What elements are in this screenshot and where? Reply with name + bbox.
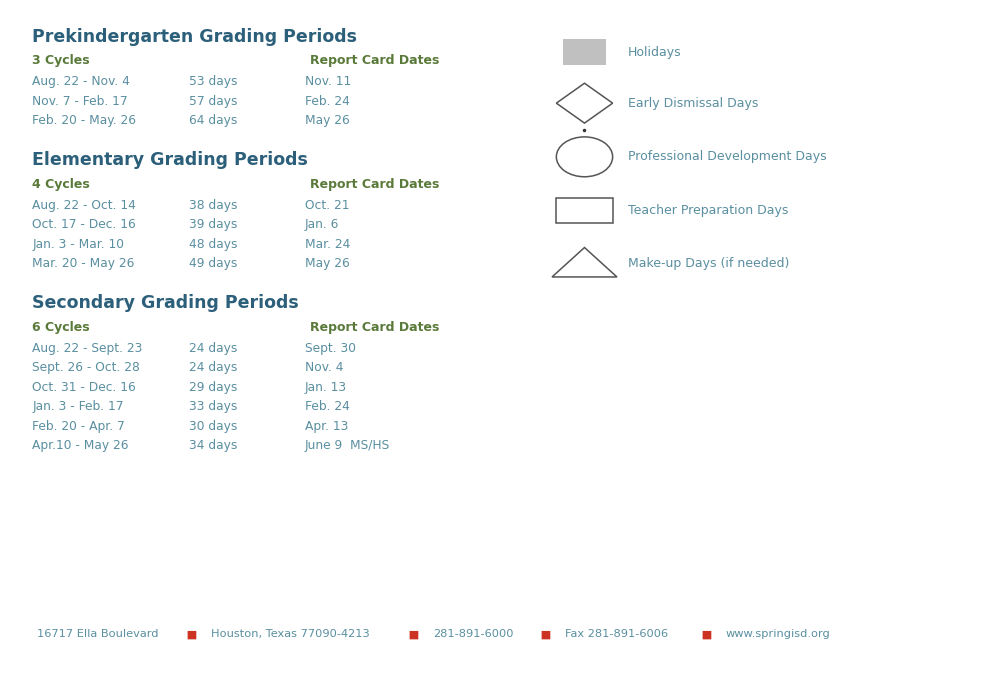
Text: Oct. 31 - Dec. 16: Oct. 31 - Dec. 16 bbox=[32, 381, 136, 394]
Text: Sept. 26 - Oct. 28: Sept. 26 - Oct. 28 bbox=[32, 361, 141, 374]
Text: Holidays: Holidays bbox=[628, 46, 681, 59]
Text: ■: ■ bbox=[537, 629, 555, 639]
Text: Apr.10 - May 26: Apr.10 - May 26 bbox=[32, 439, 129, 452]
Text: 16717 Ella Boulevard: 16717 Ella Boulevard bbox=[37, 629, 158, 639]
Text: Feb. 20 - Apr. 7: Feb. 20 - Apr. 7 bbox=[32, 420, 125, 433]
Text: Aug. 22 - Nov. 4: Aug. 22 - Nov. 4 bbox=[32, 75, 130, 89]
Text: ■: ■ bbox=[698, 629, 715, 639]
Text: Jan. 13: Jan. 13 bbox=[305, 381, 347, 394]
Text: Teacher Preparation Days: Teacher Preparation Days bbox=[628, 204, 788, 217]
Text: Feb. 24: Feb. 24 bbox=[305, 95, 350, 108]
Text: June 9  MS/HS: June 9 MS/HS bbox=[305, 439, 391, 452]
Text: 57 days: 57 days bbox=[189, 95, 237, 108]
Text: 29 days: 29 days bbox=[189, 381, 237, 394]
Text: Fax 281-891-6006: Fax 281-891-6006 bbox=[565, 629, 668, 639]
Text: Sept. 30: Sept. 30 bbox=[305, 342, 356, 355]
Text: Early Dismissal Days: Early Dismissal Days bbox=[628, 97, 758, 109]
Text: Report Card Dates: Report Card Dates bbox=[310, 54, 439, 68]
Text: Oct. 21: Oct. 21 bbox=[305, 199, 349, 212]
Text: 64 days: 64 days bbox=[189, 114, 237, 128]
Text: Make-up Days (if needed): Make-up Days (if needed) bbox=[628, 257, 789, 270]
Text: Elementary Grading Periods: Elementary Grading Periods bbox=[32, 151, 308, 169]
Text: Oct. 17 - Dec. 16: Oct. 17 - Dec. 16 bbox=[32, 218, 136, 231]
Text: Feb. 24: Feb. 24 bbox=[305, 400, 350, 413]
Text: ■: ■ bbox=[405, 629, 423, 639]
Text: 6 Cycles: 6 Cycles bbox=[32, 321, 91, 334]
Text: 281-891-6000: 281-891-6000 bbox=[433, 629, 514, 639]
Text: Nov. 11: Nov. 11 bbox=[305, 75, 351, 89]
Text: Aug. 22 - Oct. 14: Aug. 22 - Oct. 14 bbox=[32, 199, 137, 212]
Text: Mar. 24: Mar. 24 bbox=[305, 238, 350, 251]
Text: Jan. 3 - Mar. 10: Jan. 3 - Mar. 10 bbox=[32, 238, 124, 251]
Text: Houston, Texas 77090-4213: Houston, Texas 77090-4213 bbox=[211, 629, 369, 639]
Text: 24 days: 24 days bbox=[189, 342, 237, 355]
Text: May 26: May 26 bbox=[305, 257, 349, 270]
Text: Report Card Dates: Report Card Dates bbox=[310, 321, 439, 334]
Text: Mar. 20 - May 26: Mar. 20 - May 26 bbox=[32, 257, 135, 270]
Text: www.springisd.org: www.springisd.org bbox=[725, 629, 830, 639]
Text: 34 days: 34 days bbox=[189, 439, 237, 452]
Text: 4 Cycles: 4 Cycles bbox=[32, 178, 91, 191]
Text: 3 Cycles: 3 Cycles bbox=[32, 54, 91, 68]
Text: Nov. 4: Nov. 4 bbox=[305, 361, 343, 374]
Text: May 26: May 26 bbox=[305, 114, 349, 128]
Text: 24 days: 24 days bbox=[189, 361, 237, 374]
Text: Jan. 6: Jan. 6 bbox=[305, 218, 339, 231]
Text: 53 days: 53 days bbox=[189, 75, 237, 89]
Text: 39 days: 39 days bbox=[189, 218, 237, 231]
Text: 49 days: 49 days bbox=[189, 257, 237, 270]
Text: Nov. 7 - Feb. 17: Nov. 7 - Feb. 17 bbox=[32, 95, 128, 108]
Text: Report Card Dates: Report Card Dates bbox=[310, 178, 439, 191]
Text: Professional Development Days: Professional Development Days bbox=[628, 151, 827, 163]
Text: Feb. 20 - May. 26: Feb. 20 - May. 26 bbox=[32, 114, 137, 128]
Text: 33 days: 33 days bbox=[189, 400, 237, 413]
Text: Aug. 22 - Sept. 23: Aug. 22 - Sept. 23 bbox=[32, 342, 143, 355]
Text: 38 days: 38 days bbox=[189, 199, 237, 212]
Text: Secondary Grading Periods: Secondary Grading Periods bbox=[32, 294, 299, 312]
Text: Jan. 3 - Feb. 17: Jan. 3 - Feb. 17 bbox=[32, 400, 124, 413]
Text: ■: ■ bbox=[183, 629, 201, 639]
Text: 48 days: 48 days bbox=[189, 238, 237, 251]
Text: 30 days: 30 days bbox=[189, 420, 237, 433]
Text: Prekindergarten Grading Periods: Prekindergarten Grading Periods bbox=[32, 28, 357, 46]
Text: Apr. 13: Apr. 13 bbox=[305, 420, 348, 433]
FancyBboxPatch shape bbox=[563, 39, 606, 66]
